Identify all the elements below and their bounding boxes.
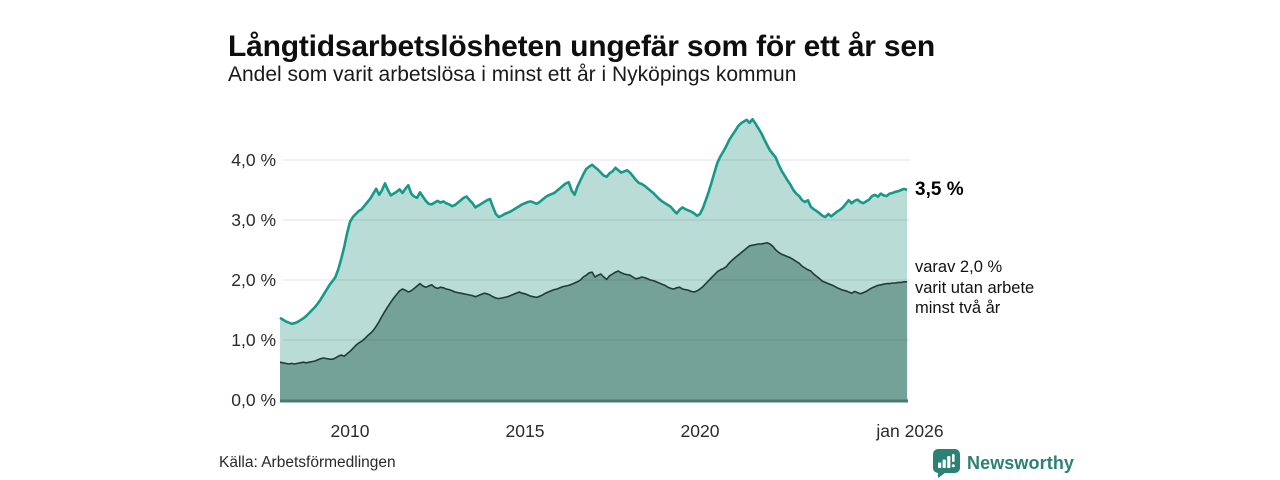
chart-title: Långtidsarbetslösheten ungefär som för e… — [228, 30, 936, 64]
logo-bubble — [933, 449, 960, 478]
x-tick-label: jan 2026 — [876, 421, 944, 441]
annotation-latest-value: 3,5 % — [915, 179, 964, 200]
chart-subtitle: Andel som varit arbetslösa i minst ett å… — [228, 63, 797, 86]
y-tick-label: 4,0 % — [231, 150, 276, 170]
newsworthy-wordmark: Newsworthy — [967, 453, 1075, 473]
line-one-year — [279, 117, 908, 326]
logo-exclamation-dot — [951, 464, 955, 468]
y-tick-label: 3,0 % — [231, 210, 276, 230]
annotation-two-year: varav 2,0 % varit utan arbete minst två … — [915, 258, 1035, 317]
logo-bar-small — [938, 462, 942, 468]
logo-exclamation-stem — [952, 454, 955, 462]
y-tick-label: 2,0 % — [231, 270, 276, 290]
x-tick-label: 2015 — [505, 421, 545, 441]
logo-bar-tall — [947, 456, 951, 468]
newsworthy-icon — [933, 449, 960, 478]
x-tick-label: 2020 — [680, 421, 720, 441]
logo-bar-medium — [942, 459, 946, 468]
x-tick-label: 2010 — [330, 421, 370, 441]
y-tick-label: 1,0 % — [231, 330, 276, 350]
newsworthy-logo[interactable]: Newsworthy — [933, 449, 1074, 478]
line-two-year — [279, 242, 908, 365]
area-two-year — [280, 242, 908, 400]
y-tick-label: 0,0 % — [231, 390, 276, 410]
source-note: Källa: Arbetsförmedlingen — [219, 454, 396, 471]
